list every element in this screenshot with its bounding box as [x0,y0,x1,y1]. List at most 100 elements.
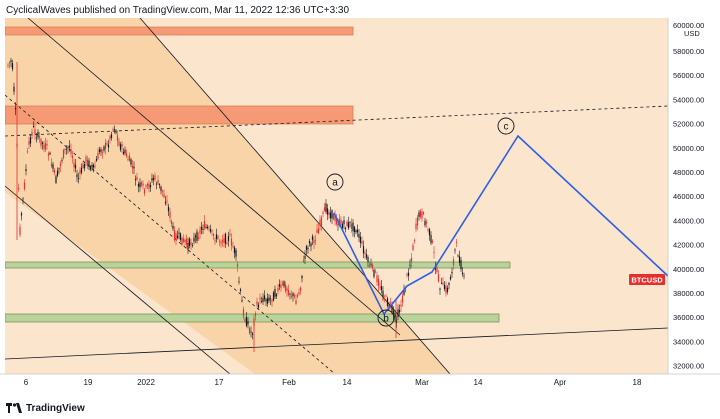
candle-body [128,155,131,161]
candle-body [77,178,80,179]
lower-support-trendline[interactable] [5,327,668,360]
candle-body [295,300,297,305]
candle-body [314,239,317,241]
candle-body [260,301,263,302]
candle-body [184,239,186,243]
candle-body [350,223,353,229]
candle-body [335,218,338,225]
candle-body [20,213,23,216]
wave-label-b[interactable]: b [377,309,395,327]
candle-body [272,292,275,301]
time-axis[interactable] [0,374,668,394]
candle-body [142,183,144,186]
candle-body [25,169,27,172]
price-tick: 34000.00 [673,337,704,346]
price-chart[interactable]: a b c 60000.00 USD 58000.00 56000.00 54000… [0,18,720,401]
candle-body [8,62,11,64]
candle-body [58,168,60,170]
candle-body [193,237,195,242]
candle-body [115,130,117,133]
candle-body [418,212,420,217]
symbol-badge[interactable] [629,274,665,285]
candle-body [271,299,273,302]
candle-body [26,151,29,153]
candle-body [131,165,134,169]
candle-body [371,264,374,268]
resistance-zone-upper[interactable] [5,26,354,36]
candle-body [35,137,38,139]
support-zone-upper[interactable] [5,261,511,269]
candle-body [91,165,93,168]
candle-body [191,244,194,246]
candle-body [338,218,341,226]
candle-body [265,299,267,302]
candle-body [161,190,164,192]
candle-body [181,237,183,245]
candle-body [268,297,270,301]
candle-body [329,212,332,219]
candle-body [394,313,396,318]
candle-body [118,141,120,146]
channel-upper-line[interactable] [27,18,401,336]
candle-body [286,288,288,291]
candle-body [44,143,47,150]
candle-body [97,152,99,159]
support-zone-lower[interactable] [5,313,500,323]
price-tick: 42000.00 [673,241,704,250]
candle-body [134,179,137,181]
candle-body [125,153,128,157]
candle-body [290,295,293,297]
candle-body [197,237,200,239]
date-tick-labels: 6 19 2022 17 Feb 14 Mar 14 Apr 18 [24,378,642,387]
candle-body [182,238,185,242]
candle-body [376,275,378,283]
candle-body [86,159,89,166]
candle-body [163,194,165,198]
candle-body [59,163,62,167]
candle-body [65,148,68,150]
candle-body [358,233,360,238]
resistance-zone-lower[interactable] [5,105,354,125]
candle-body [452,259,455,266]
candlestick-series[interactable] [7,57,465,352]
candle-body [344,228,347,230]
candle-body [448,282,450,285]
wave-projection-line[interactable] [333,134,668,316]
candle-body [241,300,243,302]
candle-body [317,228,320,234]
candle-body [281,283,284,285]
candle-body [280,284,282,288]
candle-body [14,108,17,110]
price-axis[interactable] [668,18,720,374]
candle-body [323,207,326,211]
candle-body [32,126,35,128]
tradingview-footer[interactable]: TradingView [6,401,85,415]
candle-body [328,211,330,215]
candle-body [155,183,158,185]
candle-body [223,238,225,243]
channel-lower-line[interactable] [5,185,231,374]
candle-body [133,166,135,169]
date-tick: 18 [633,378,642,387]
candle-body [112,128,114,130]
candle-body [236,264,239,267]
candle-body [232,246,234,248]
channel-mid-line[interactable] [5,94,336,374]
candle-body [332,214,335,220]
candle-body [214,240,216,242]
candle-body [127,159,129,160]
candle-body [436,267,438,273]
price-tick: 36000.00 [673,313,704,322]
candle-body [454,249,456,251]
candle-body [412,245,414,250]
wave-label-c[interactable]: c [497,117,515,135]
candle-body [176,235,179,239]
candle-body [71,155,74,158]
candle-body [274,288,276,297]
candle-body [11,63,14,70]
candle-body [55,176,57,183]
candle-body [385,295,387,297]
price-tick: 50000.00 [673,144,704,153]
wave-label-a[interactable]: a [326,173,344,191]
candle-body [383,298,386,300]
